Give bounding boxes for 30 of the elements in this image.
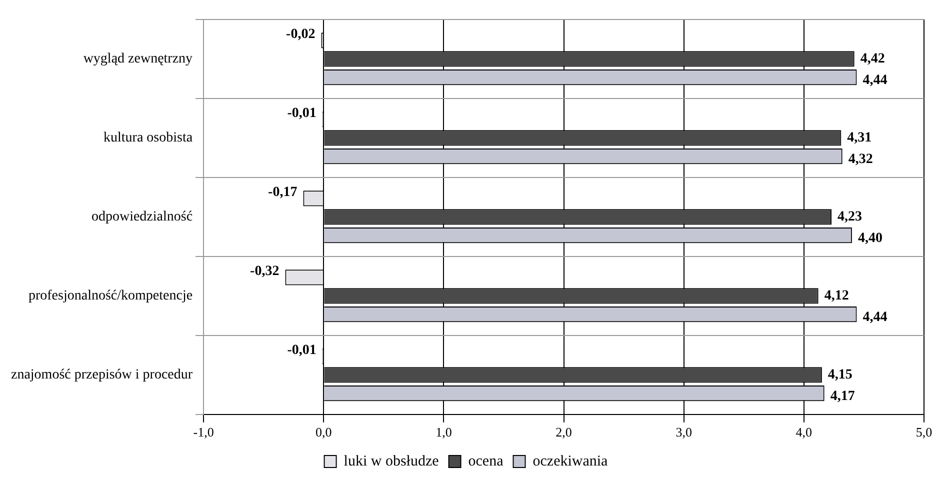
x-tick-label: 4,0 [796,424,812,440]
y-tick-label: wygląd zewnętrzny [83,52,193,67]
data-label: 4,23 [838,210,862,225]
y-tick-label: profesjonalność/kompetencje [28,288,193,304]
data-label: 4,31 [847,130,872,146]
data-label: 4,32 [848,152,873,167]
x-tick-label: -1,0 [193,424,214,440]
x-tick-label: 0,0 [316,424,332,440]
data-label: -0,01 [287,343,316,358]
y-tick-label: kultura osobista [104,130,194,146]
legend-label: oczekiwania [532,453,608,470]
y-tick-label: odpowiedzialność [91,210,193,225]
data-label: 4,44 [862,72,888,88]
x-tick-label: 2,0 [556,424,572,440]
data-label: -0,32 [250,264,280,280]
data-label: 4,12 [824,288,849,304]
data-label: 4,44 [862,310,888,325]
data-label: -0,01 [287,106,316,122]
data-label: 4,15 [828,368,852,383]
x-tick-label: 5,0 [916,424,932,440]
x-tick-label: 3,0 [676,424,692,440]
data-label: 4,40 [858,230,882,246]
data-label: -0,02 [286,27,316,42]
y-tick-label: znajomość przepisów i procedur [10,368,193,383]
x-tick-label: 1,0 [436,424,452,440]
legend-label: ocena [468,453,504,470]
data-label: 4,17 [830,388,855,404]
legend-label: luki w obsłudze [344,453,440,470]
data-label: -0,17 [268,185,298,200]
data-label: 4,42 [860,52,885,67]
